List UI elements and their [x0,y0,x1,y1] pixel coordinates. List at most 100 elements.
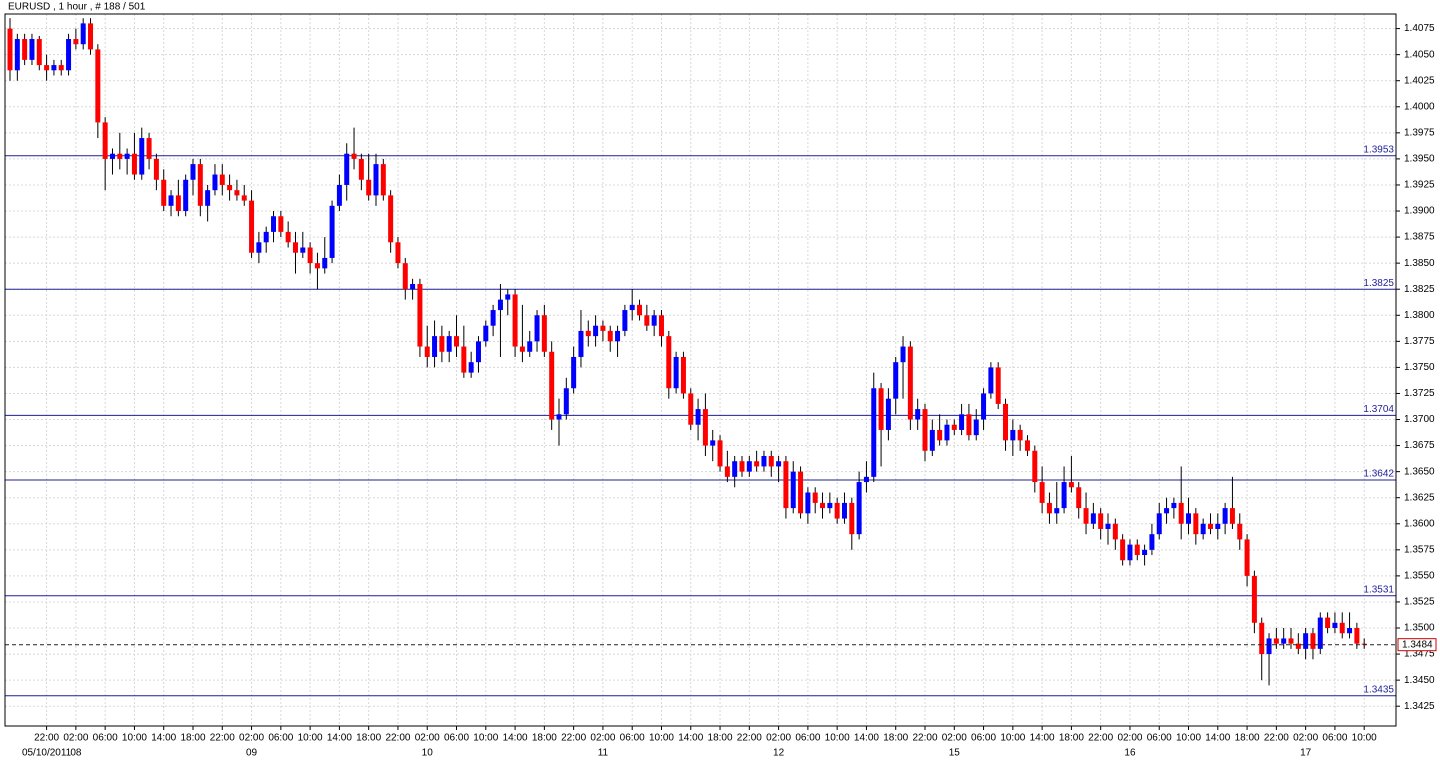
candle-body [1186,513,1192,524]
x-tick-label: 18:00 [1235,733,1260,744]
candle-body [410,283,416,290]
date-label: 11 [598,748,609,759]
candle-body [388,195,394,243]
y-tick-label: 1.3925 [1404,180,1435,191]
candle-body [263,231,269,243]
y-tick-label: 1.3450 [1404,675,1435,686]
candle-body [197,164,203,206]
x-tick-label: 18:00 [532,733,557,744]
candle-body [615,330,621,342]
candle-body [1200,523,1206,535]
x-tick-label: 22:00 [561,733,586,744]
candle-body [1295,643,1301,649]
candle-body [907,346,913,420]
candle-body [644,315,650,326]
candle-body [585,330,591,337]
candle-body [432,336,438,357]
candle-body [497,299,503,311]
x-tick-label: 14:00 [854,733,879,744]
candle-body [849,502,855,535]
candle-body [754,461,760,467]
candle-body [1281,638,1287,644]
candle-body [373,164,379,196]
level-label: 1.3953 [1363,144,1394,155]
candle-body [1068,482,1074,488]
candle-body [1105,523,1111,529]
marks [5,18,1396,697]
y-tick-label: 1.3725 [1404,388,1435,399]
candle-body [1237,523,1243,540]
candle-body [1310,633,1316,649]
x-tick-label: 10:00 [473,733,498,744]
candle-body [358,158,364,180]
candle-body [14,39,20,71]
y-tick-label: 1.4075 [1404,23,1435,34]
candle-body [490,310,496,326]
candle-body [212,174,218,191]
candle-body [336,184,342,206]
candle-body [922,409,928,451]
candle-body [1112,523,1118,540]
candle-body [395,242,401,264]
candle-body [454,336,460,347]
candle-body [1171,502,1177,509]
candle-body [1332,622,1338,629]
x-tick-label: 06:00 [795,733,820,744]
x-tick-label: 14:00 [327,733,352,744]
last-price-box [1397,638,1437,652]
candle-body [51,65,57,71]
candle-body [285,231,291,243]
date-label: 16 [1124,748,1136,759]
candle-body [66,39,72,71]
candle-body [863,476,869,483]
date-label: 15 [949,748,961,759]
candle-body [929,429,935,451]
x-tick-label: 10:00 [298,733,323,744]
candle-body [578,330,584,357]
candle-body [146,138,152,159]
x-tick-label: 14:00 [503,733,528,744]
y-tick-label: 1.3550 [1404,571,1435,582]
x-tick-label: 02:00 [766,733,791,744]
date-label: 10 [422,748,434,759]
candle-body [1303,633,1309,649]
candle-body [651,315,657,326]
candle-body [366,179,372,196]
candle-body [95,49,101,123]
x-tick-label: 10:00 [1000,733,1025,744]
x-tick-label: 06:00 [971,733,996,744]
candle-body [1244,539,1250,576]
candle-body [549,351,555,420]
candle-body [1017,429,1023,441]
y-tick-label: 1.3750 [1404,362,1435,373]
candle-body [153,158,159,180]
candle-body [820,502,826,509]
candle-body [380,164,386,196]
candle-body [1215,523,1221,529]
candle-body [732,461,738,477]
x-tick-label: 18:00 [356,733,381,744]
candle-body [22,39,28,60]
candle-body [175,195,181,212]
candle-body [673,356,679,389]
candle-body [1039,482,1045,503]
y-tick-label: 1.3950 [1404,154,1435,165]
candle-body [461,346,467,373]
x-tick-label: 06:00 [444,733,469,744]
candle-body [1259,622,1265,655]
candle-body [139,138,145,175]
candle-body [739,461,745,472]
x-tick-label: 10:00 [122,733,147,744]
candle-body [439,336,445,352]
candle-body [571,356,577,389]
candle-body [402,263,408,290]
x-tick-label: 18:00 [708,733,733,744]
candle-body [658,315,664,337]
candle-body [483,325,489,342]
candle-body [688,393,694,425]
candle-body [768,456,774,467]
candle-body [1149,534,1155,550]
candle-body [227,184,233,191]
candle-body [80,23,86,45]
